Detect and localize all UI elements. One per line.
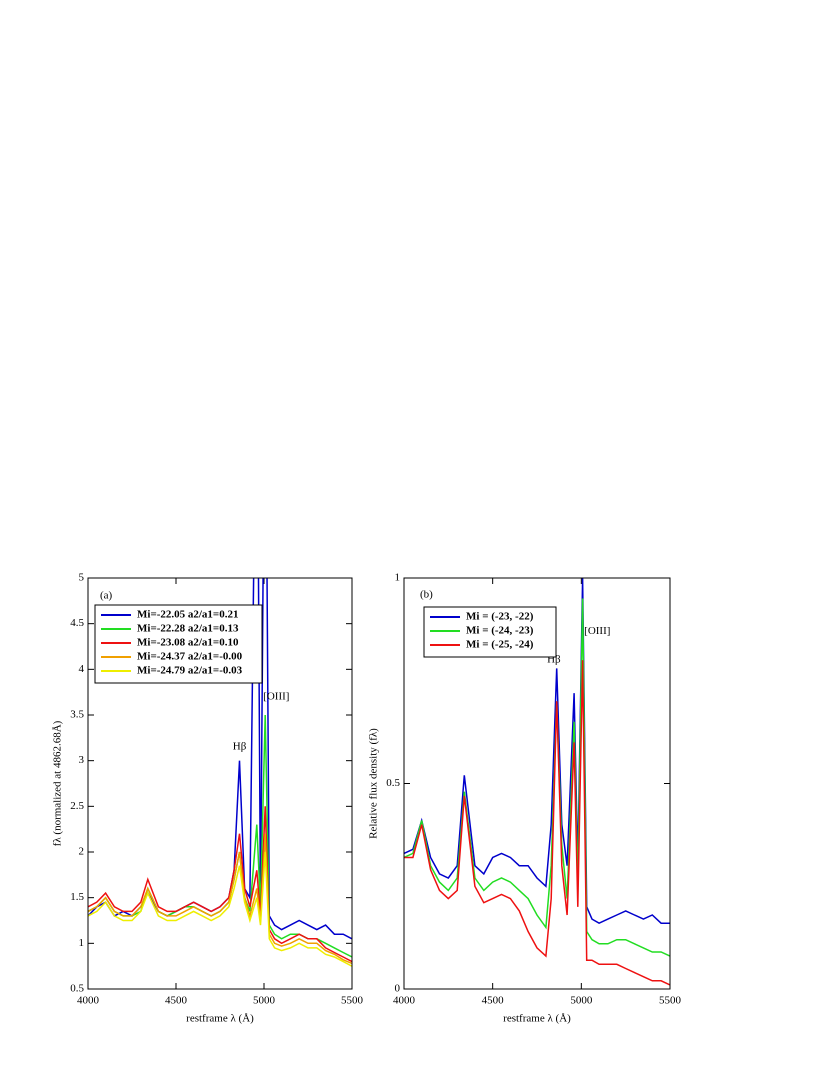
x-axis-label: restframe λ (Å) [503, 1013, 571, 1025]
annotation: Hβ [233, 740, 247, 752]
x-tick-label: 5500 [659, 995, 682, 1007]
y-tick-label: 1 [79, 937, 85, 949]
y-tick-label: 3 [79, 754, 85, 766]
y-tick-label: 0.5 [70, 983, 84, 995]
y-axis-label: fλ (normalized at 4862.68Å) [52, 720, 64, 846]
legend-label: Mi = (-23, -22) [466, 611, 534, 623]
x-tick-label: 5500 [341, 995, 364, 1007]
series-line [88, 833, 352, 965]
y-tick-label: 1.5 [70, 891, 84, 903]
legend-label: Mi=-22.05 a2/a1=0.21 [137, 609, 238, 621]
series-line [404, 578, 670, 925]
panel-label: (a) [100, 590, 113, 602]
legend-label: Mi = (-25, -24) [466, 639, 534, 651]
annotation: [OIII] [584, 625, 610, 637]
series-line [404, 598, 670, 957]
x-tick-label: 4500 [165, 995, 188, 1007]
y-tick-label: 2.5 [70, 800, 84, 812]
panel: 4000 4500 5000 5500 0 0.5 1 restframe λ (Å) Rela… [368, 572, 682, 1025]
y-tick-label: 0 [395, 983, 401, 995]
plot-frame [403, 577, 671, 990]
series-line [88, 851, 352, 967]
x-tick-label: 5000 [253, 995, 276, 1007]
x-tick-label: 4500 [482, 995, 505, 1007]
y-tick-label: 1 [395, 572, 401, 584]
x-axis-label: restframe λ (Å) [186, 1013, 254, 1025]
panel: 4000 4500 5000 5500 0.5 1 1.5 2 2.5 3 3.5 4 4.5 5 rest… [52, 572, 364, 1025]
y-tick-label: 0.5 [386, 777, 400, 789]
y-tick-label: 2 [79, 846, 85, 858]
x-tick-label: 5000 [570, 995, 593, 1007]
legend-label: Mi=-24.37 a2/a1=-0.00 [137, 651, 243, 663]
panel-label: (b) [420, 589, 433, 601]
y-tick-label: 3.5 [70, 709, 84, 721]
plot-frame [87, 577, 353, 990]
legend-label: Mi=-23.08 a2/a1=0.10 [137, 637, 239, 649]
legend-label: Mi=-22.28 a2/a1=0.13 [137, 623, 239, 635]
y-tick-label: 4.5 [70, 617, 84, 629]
x-tick-label: 4000 [77, 995, 100, 1007]
x-tick-label: 4000 [393, 995, 416, 1007]
y-axis-label: Relative flux density (fλ) [368, 728, 380, 839]
annotation: [OIII] [263, 690, 289, 702]
series-line [404, 660, 670, 986]
y-tick-label: 5 [79, 572, 85, 584]
y-tick-label: 4 [79, 663, 85, 675]
legend-label: Mi=-24.79 a2/a1=-0.03 [137, 665, 243, 677]
legend-label: Mi = (-24, -23) [466, 625, 534, 637]
series-line [88, 806, 352, 963]
